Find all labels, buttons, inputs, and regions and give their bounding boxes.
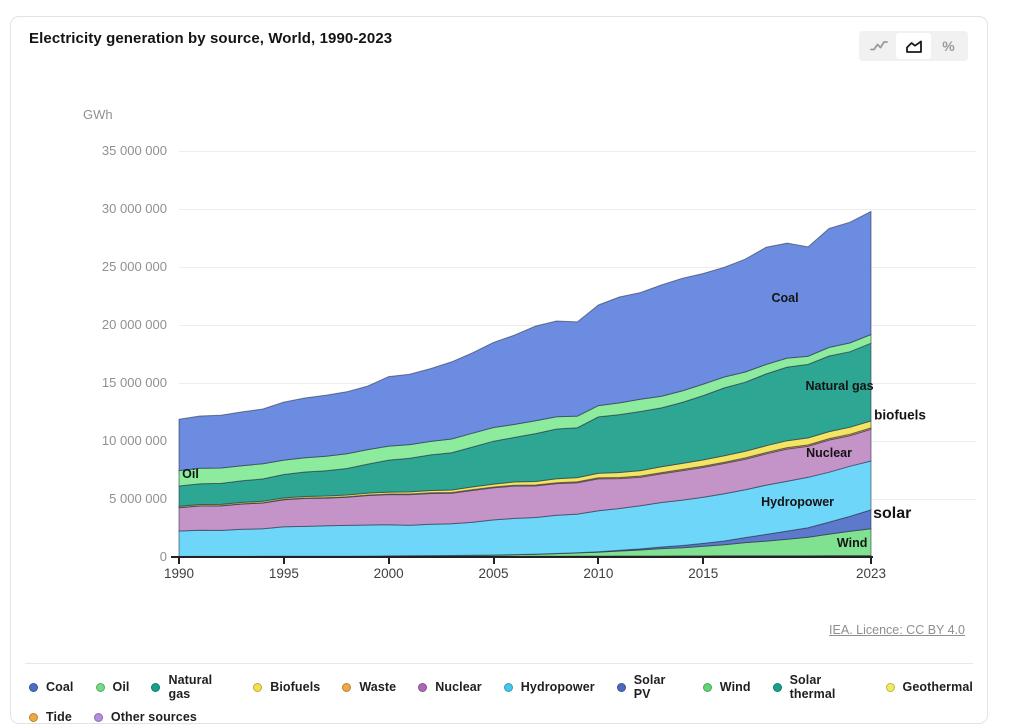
legend-row: Tide Other sources [29,710,973,724]
legend-dot-icon [885,682,895,692]
x-tick-label: 1990 [163,566,195,581]
legend-label: Hydropower [520,680,595,694]
y-tick-label: 25 000 000 [101,259,167,274]
legend-dot-icon [95,682,105,692]
legend-label: Biofuels [270,680,321,694]
legend-row: Coal Oil Natural gas Biofuels Waste Nuclear Hy… [29,673,973,701]
legend-label: Wind [719,680,751,694]
legend-item-nuclear[interactable]: Nuclear [418,680,482,694]
legend-label: Oil [112,680,130,694]
legend-label: Other sources [110,710,197,724]
x-tick [387,558,390,564]
y-zero-tick [171,556,177,558]
legend-item-wind[interactable]: Wind [702,680,751,694]
legend-item-coal[interactable]: Coal [29,680,74,694]
y-tick-label: 30 000 000 [101,201,167,216]
legend-item-waste[interactable]: Waste [342,680,396,694]
source-licence-link[interactable]: IEA. Licence: CC BY 4.0 [829,623,965,637]
legend-dot-icon [93,712,103,722]
legend-dot-icon [418,682,428,692]
legend-item-oil[interactable]: Oil [95,680,130,694]
y-tick-label: 5 000 000 [109,491,167,506]
area-coal[interactable] [178,210,872,472]
x-tick-label: 2000 [373,566,404,581]
legend-label: Natural gas [168,673,213,701]
area-chart-toggle[interactable] [896,33,931,59]
legend-item-geothermal[interactable]: Geothermal [885,680,973,694]
y-tick-label: 0 [159,549,167,564]
legend-dot-icon [772,682,782,692]
x-tick [282,558,285,564]
legend-label: Geothermal [902,680,973,694]
legend-label: Solar PV [633,673,666,701]
chart-type-toggle-group: % [859,31,968,61]
legend-item-solar-pv[interactable]: Solar PV [616,673,681,701]
legend: Coal Oil Natural gas Biofuels Waste Nuclear Hy… [29,673,973,724]
area-chart-icon [904,36,924,56]
x-tick-label: 2005 [478,566,509,581]
chart-card: Electricity generation by source, World,… [10,16,988,724]
stacked-area-plot[interactable] [178,151,872,558]
x-tick [178,558,180,564]
x-tick-label: 1995 [268,566,299,581]
x-tick-label: 2023 [855,566,887,581]
legend-label: Coal [46,680,74,694]
legend-divider [25,663,973,664]
x-tick-label: 2010 [583,566,614,581]
y-tick-label: 20 000 000 [101,317,167,332]
y-axis-unit-label: GWh [83,107,113,122]
y-tick-label: 10 000 000 [101,433,167,448]
chart-area: 0 5 000 000 10 000 000 15 000 000 20 000 000… [11,17,987,723]
legend-item-hydropower[interactable]: Hydropower [503,680,595,694]
legend-label: Solar thermal [789,673,836,701]
legend-dot-icon [702,682,712,692]
legend-dot-icon [151,682,161,692]
legend-dot-icon [253,682,263,692]
line-chart-toggle[interactable] [861,33,896,59]
x-tick [870,558,872,564]
x-tick [702,558,705,564]
legend-dot-icon [503,682,513,692]
series-annotation-solar: solar [873,505,912,523]
x-tick [597,558,600,564]
legend-label: Waste [359,680,397,694]
y-tick-label: 15 000 000 [101,375,167,390]
series-annotation-biofuels: biofuels [874,407,926,423]
legend-dot-icon [29,682,38,692]
line-chart-icon [869,36,889,56]
x-tick-label: 2015 [688,566,719,581]
chart-title: Electricity generation by source, World,… [29,30,393,47]
percent-toggle[interactable]: % [931,33,966,59]
legend-item-biofuels[interactable]: Biofuels [253,680,320,694]
legend-dot-icon [29,712,38,722]
legend-label: Nuclear [435,680,482,694]
legend-item-other-sources[interactable]: Other sources [93,710,197,724]
legend-item-solar-thermal[interactable]: Solar thermal [772,673,864,701]
x-tick [492,558,495,564]
legend-dot-icon [342,682,352,692]
legend-item-natural-gas[interactable]: Natural gas [151,673,231,701]
legend-label: Tide [46,710,72,724]
y-tick-label: 35 000 000 [101,143,167,158]
legend-dot-icon [616,682,626,692]
legend-item-tide[interactable]: Tide [29,710,72,724]
